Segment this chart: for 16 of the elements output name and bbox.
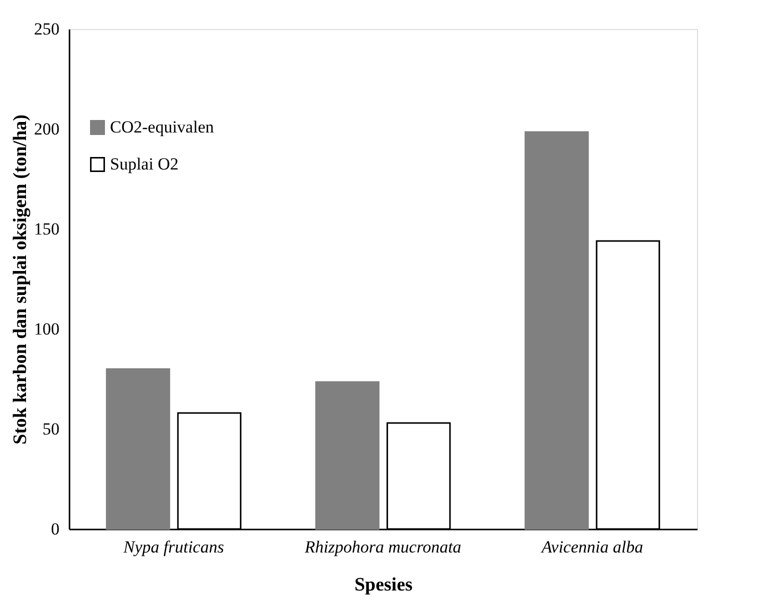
- x-axis-title: Spesies: [354, 574, 413, 596]
- y-axis-title: Stok karbon dan suplai oksigem (ton/ha): [10, 114, 31, 444]
- y-tick-label: 100: [34, 320, 60, 338]
- legend-label: Suplai O2: [110, 154, 178, 174]
- y-tick-label: 250: [34, 20, 60, 38]
- y-tick-label: 150: [34, 220, 60, 238]
- bar: [106, 368, 170, 530]
- y-tick-label: 50: [42, 420, 60, 438]
- x-tick-label: Nypa fruticans: [122, 538, 224, 556]
- bar: [315, 381, 380, 530]
- legend-label: CO2-equivalen: [110, 118, 214, 136]
- y-tick-label: 200: [34, 120, 60, 138]
- bar: [524, 131, 589, 530]
- x-tick-label: Avicennia alba: [540, 538, 644, 556]
- y-tick-label: 0: [51, 520, 60, 538]
- x-tick-label: Rhizpohora mucronata: [304, 538, 462, 556]
